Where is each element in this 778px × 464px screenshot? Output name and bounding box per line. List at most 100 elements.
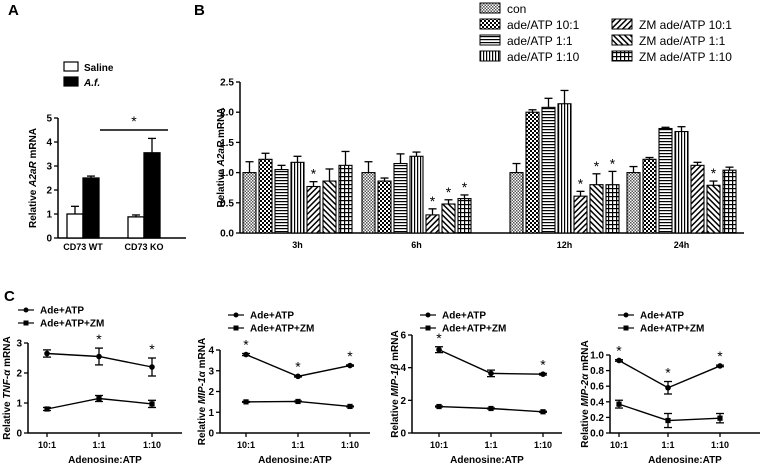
c-point-square (347, 403, 353, 410)
c-ytick-label: 1 (208, 408, 214, 419)
b-ytick-label: 1.5 (220, 138, 234, 149)
c-ytick-label: 4 (208, 346, 214, 357)
c-point-square (488, 405, 494, 412)
c-legend-marker (425, 312, 431, 318)
b-xtick-label: 12h (557, 240, 573, 250)
c-ytick-label: 0.6 (590, 382, 604, 393)
a-bar (143, 152, 161, 239)
b-sig-star: * (311, 166, 317, 182)
a-legend-swatch (63, 76, 79, 87)
b-bar (409, 155, 424, 234)
b-ytick-label: 0.5 (220, 198, 234, 209)
b-sig-star: * (446, 184, 452, 200)
c-xlabel: Adenosine:ATP (68, 455, 142, 464)
a-ytick-label: 2 (46, 186, 52, 197)
b-legend-swatch (479, 34, 501, 46)
c-legend-marker (623, 312, 629, 318)
c-point-square (243, 399, 249, 405)
c-legend-label: Ade+ATP (640, 311, 684, 322)
c-point-circle (717, 363, 723, 369)
b-bar (361, 172, 376, 234)
c-point-circle (540, 371, 546, 378)
a-legend-label: Saline (84, 63, 114, 74)
a-ytick-label: 4 (46, 138, 52, 149)
c-ytick-label: 0.0 (590, 429, 604, 440)
b-legend-swatch (479, 50, 501, 62)
c-legend-marker (23, 307, 29, 313)
c-point-square (96, 395, 102, 402)
b-bar (377, 180, 392, 234)
a-xtick-label: CD73 KO (124, 242, 163, 252)
b-sig-star: * (711, 165, 717, 181)
b-bar (338, 164, 353, 234)
b-legend-label: ade/ATP 10:1 (507, 18, 580, 32)
c-point-square (717, 415, 723, 421)
c-ylabel: Relative MIP-1β mRNA (390, 330, 401, 437)
c-point-circle (616, 357, 622, 364)
b-bar (706, 184, 721, 234)
c-sig-star: * (665, 365, 671, 381)
b-sig-star: * (610, 155, 616, 171)
b-bar (274, 169, 289, 234)
c-sig-star: * (295, 359, 301, 375)
a-ytick-label: 0 (46, 234, 52, 245)
c-xtick-label: 10:1 (38, 440, 56, 450)
c-ytick-label: 0 (208, 429, 214, 440)
b-legend-label: ZM ade/ATP 10:1 (639, 18, 732, 32)
b-bar (290, 161, 305, 234)
c-point-square (540, 409, 546, 415)
b-bar (722, 169, 737, 234)
a-ytick-label: 5 (46, 114, 52, 125)
c-point-square (44, 406, 50, 412)
a-bar (82, 177, 100, 239)
c-sig-star: * (717, 348, 723, 364)
c-xlabel: Adenosine:ATP (258, 455, 332, 464)
a-xtick-label: CD73 WT (63, 242, 103, 252)
b-sig-star: * (462, 179, 468, 195)
b-legend-swatch (479, 18, 501, 30)
c-legend-marker (233, 325, 239, 331)
b-ytick-label: 2.0 (220, 108, 234, 119)
c-xtick-label: 1:10 (711, 440, 729, 450)
b-bar (509, 172, 524, 234)
c-point-circle (295, 373, 301, 380)
c-point-square (295, 398, 301, 405)
c-ytick-label: 4 (400, 363, 406, 374)
b-ytick-label: 1.0 (220, 168, 234, 179)
c-xtick-label: 10:1 (237, 440, 255, 450)
b-legend-swatch (479, 2, 501, 14)
c-ytick-label: 0.8 (590, 366, 604, 377)
c-xtick-label: 1:10 (534, 440, 552, 450)
c-legend-marker (425, 325, 431, 331)
c-sig-star: * (149, 341, 155, 357)
b-bar (258, 158, 273, 234)
b-bar (457, 198, 472, 234)
c-xlabel: Adenosine:ATP (450, 455, 524, 464)
b-legend-label: ade/ATP 1:1 (507, 34, 573, 48)
a-legend-label: A.f. (83, 78, 100, 89)
c-point-circle (436, 346, 442, 353)
b-xtick-label: 24h (674, 240, 690, 250)
c-ytick-label: 0 (16, 429, 22, 440)
c-xtick-label: 1:1 (484, 440, 497, 450)
b-legend-swatch (611, 50, 633, 62)
c-point-circle (243, 351, 249, 358)
c-ytick-label: 3 (16, 339, 22, 350)
c-ytick-label: 0.2 (590, 413, 604, 424)
c-legend-label: Ade+ATP (442, 311, 486, 322)
b-bar (589, 184, 604, 234)
c-ytick-label: 0 (400, 429, 406, 440)
c-sig-star: * (436, 330, 442, 346)
c-sig-star: * (347, 348, 353, 364)
c-legend-label: Ade+ATP+ZM (40, 319, 104, 330)
c-point-square (616, 401, 622, 407)
b-bar (557, 103, 572, 234)
c-legend-marker (623, 325, 629, 331)
b-bar (525, 111, 540, 234)
c-legend-label: Ade+ATP+ZM (442, 324, 506, 335)
c-legend-label: Ade+ATP+ZM (640, 324, 704, 335)
